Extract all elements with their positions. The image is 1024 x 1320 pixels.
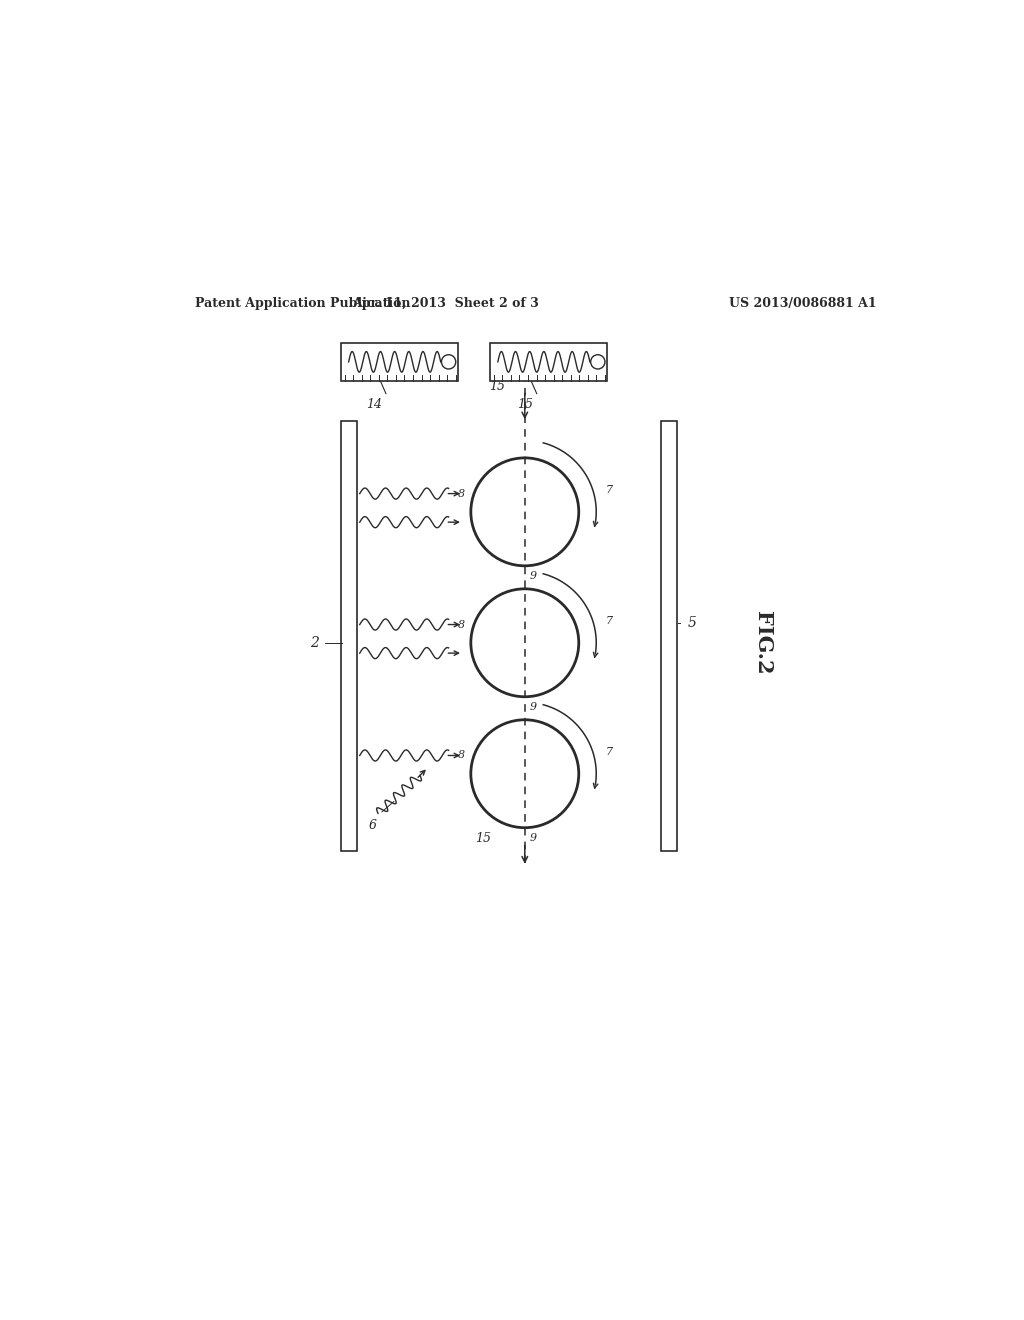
Bar xyxy=(341,343,458,381)
Text: 7: 7 xyxy=(606,616,613,627)
Text: 8: 8 xyxy=(458,751,465,760)
Text: US 2013/0086881 A1: US 2013/0086881 A1 xyxy=(729,297,877,310)
Text: 2: 2 xyxy=(309,636,318,649)
Text: 5: 5 xyxy=(687,616,696,630)
Text: 8: 8 xyxy=(458,619,465,630)
Text: 8: 8 xyxy=(458,488,465,499)
Text: 7: 7 xyxy=(606,747,613,758)
Text: 6: 6 xyxy=(369,818,377,832)
Text: 15: 15 xyxy=(489,380,505,393)
Text: 14: 14 xyxy=(366,399,382,412)
Text: Patent Application Publication: Patent Application Publication xyxy=(196,297,411,310)
Bar xyxy=(662,421,677,850)
Text: Apr. 11, 2013  Sheet 2 of 3: Apr. 11, 2013 Sheet 2 of 3 xyxy=(352,297,539,310)
Text: 15: 15 xyxy=(475,833,492,845)
Bar xyxy=(489,343,607,381)
Text: 9: 9 xyxy=(529,572,537,581)
Bar xyxy=(341,421,356,850)
Text: 7: 7 xyxy=(606,486,613,495)
Text: 9: 9 xyxy=(529,833,537,843)
Text: 9: 9 xyxy=(529,702,537,713)
Text: 15: 15 xyxy=(517,399,532,412)
Text: FIG.2: FIG.2 xyxy=(753,611,773,675)
